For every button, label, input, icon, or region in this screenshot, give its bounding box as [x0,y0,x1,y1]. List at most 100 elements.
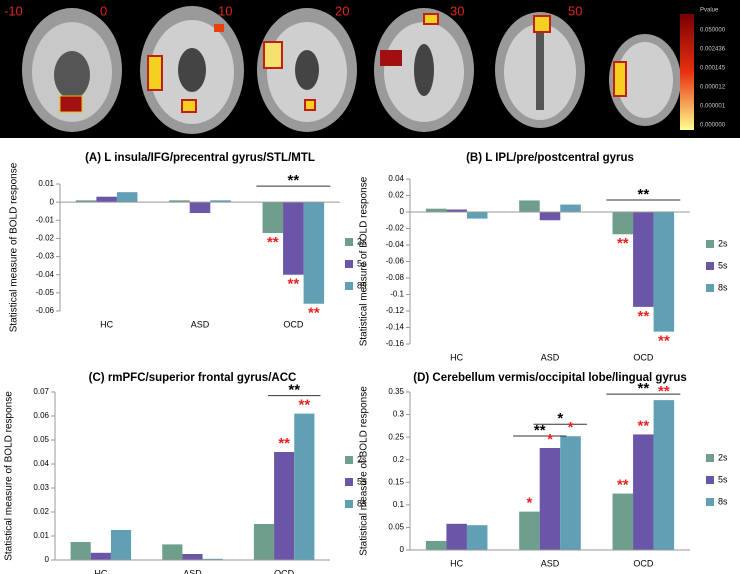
significance-label: ** [298,397,310,414]
significance-label: ** [267,234,279,251]
y-tick-label: -0.05 [36,288,55,297]
y-axis-label: Statistical measure of BOLD response [4,391,15,561]
significance-label: ** [637,380,649,397]
y-tick-label: 0.15 [388,477,404,486]
chart-title: (A) L insula/IFG/precentral gyrus/STL/MT… [85,152,315,164]
legend-swatch [706,284,714,292]
y-tick-label: 0.04 [388,174,404,183]
legend-label: 5s [718,260,728,270]
bar [96,196,117,203]
bar [612,212,634,235]
x-tick-label: OCD [274,568,295,574]
legend-label: 2s [357,236,367,246]
chart-title: (C) rmPFC/superior frontal gyrus/ACC [89,372,297,384]
bar [633,212,654,307]
bar [633,434,654,550]
legend-label: 2s [357,454,367,464]
significance-label: ** [637,186,649,203]
legend-swatch [345,260,353,268]
significance-label: ** [637,308,649,325]
legend-label: 8s [718,496,728,506]
bar [466,525,488,550]
y-tick-label: 0.02 [33,507,49,516]
significance-label: * [547,431,553,448]
y-tick-label: -0.01 [36,215,55,224]
bar [519,200,540,212]
significance-label: ** [287,276,299,293]
legend-label: 8s [718,282,728,292]
bar [169,200,190,203]
bar [262,202,284,233]
bar [539,212,561,221]
y-tick-label: -0.04 [36,270,55,279]
colorbar-label: 0.000145 [700,66,726,72]
bar [202,558,223,560]
bar [210,200,231,203]
legend-swatch [706,476,714,484]
bar [446,209,467,212]
legend-swatch [706,262,714,270]
legend-label: 5s [357,258,367,268]
y-tick-label: 0.3 [393,410,405,419]
legend-swatch [345,456,353,464]
y-tick-label: 0.2 [393,455,405,464]
x-tick-label: ASD [541,558,560,568]
y-tick-label: 0.03 [33,483,49,492]
y-tick-label: -0.14 [386,323,405,332]
colorbar-label: 0.050000 [700,28,726,34]
y-tick-label: 0.01 [38,179,54,188]
slice-label: -10 [4,3,23,18]
significance-label: * [527,495,533,512]
brain-slices [22,6,694,134]
legend-label: 2s [718,238,728,248]
legend-swatch [706,454,714,462]
significance-label: * [568,419,574,436]
slice-label: 30 [450,3,464,18]
x-tick-label: HC [450,558,463,568]
bar [653,400,675,550]
significance-label: ** [308,305,320,322]
bar [253,524,275,560]
legend-swatch [706,240,714,248]
x-tick-label: ASD [191,319,210,329]
bar [90,552,111,560]
y-axis-label: Statistical measure of BOLD response [9,162,20,332]
x-tick-label: ASD [541,352,560,362]
y-tick-label: -0.12 [386,306,405,315]
significance-label: ** [534,422,546,439]
bar [560,204,581,212]
y-tick-label: -0.04 [386,240,405,249]
bar [446,523,467,550]
bar [162,544,183,560]
bar [303,202,325,304]
y-tick-label: 0.05 [33,435,49,444]
significance-label: ** [278,435,290,452]
bar [612,493,634,550]
bar [182,554,203,560]
y-tick-label: -0.16 [386,339,405,348]
y-tick-label: 0.07 [33,387,49,396]
y-axis-label: Statistical measure of BOLD response [359,176,370,346]
y-tick-label: 0 [50,197,55,206]
colorbar-label: 0.002436 [700,47,726,53]
y-tick-label: -0.1 [390,290,404,299]
y-tick-label: 0 [400,545,405,554]
bar [274,452,295,560]
bar [425,540,447,550]
x-tick-label: HC [100,319,113,329]
significance-label: ** [658,383,670,400]
x-tick-label: OCD [633,352,654,362]
bar [75,200,97,203]
legend-swatch [345,282,353,290]
x-tick-label: HC [450,352,463,362]
legend-swatch [345,478,353,486]
bar [116,192,138,203]
bar [653,212,675,332]
y-tick-label: -0.02 [36,234,55,243]
y-tick-label: 0.35 [388,387,404,396]
significance-label: ** [658,333,670,350]
colorbar-label: 0.000012 [700,85,726,91]
legend-label: 5s [718,474,728,484]
y-tick-label: -0.03 [36,252,55,261]
significance-label: * [557,410,563,427]
